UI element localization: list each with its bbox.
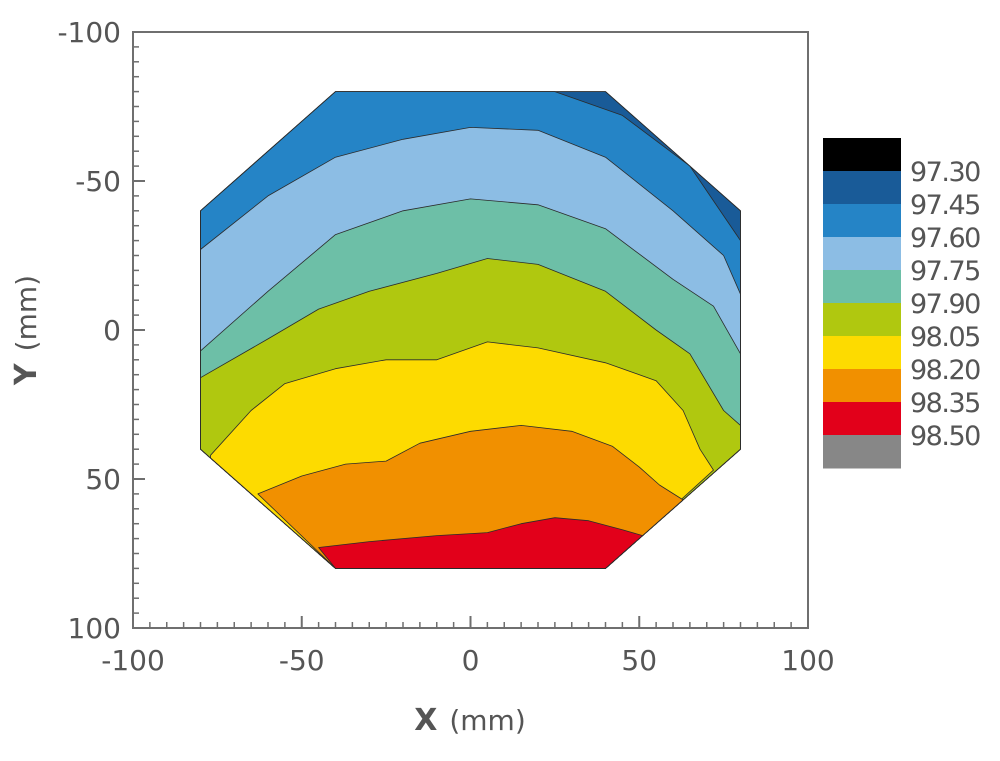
y-tick-label: -50 [75, 165, 121, 198]
x-axis-unit: (mm) [449, 704, 525, 737]
colorbar-swatch [823, 270, 901, 304]
colorbar-swatch [823, 303, 901, 337]
colorbar-level-label: 97.60 [910, 223, 980, 254]
colorbar-swatch [823, 204, 901, 238]
axis-ticks [132, 31, 809, 629]
y-axis-unit: (mm) [10, 275, 43, 351]
colorbar-swatch [823, 138, 901, 172]
colorbar-swatch [823, 402, 901, 436]
colorbar-level-label: 98.35 [910, 388, 980, 419]
y-tick-label: 0 [103, 314, 121, 347]
colorbar-level-label: 98.05 [910, 322, 980, 353]
contour-layer [200, 91, 741, 569]
y-tick-label: -100 [57, 16, 121, 49]
colorbar-level-label: 98.50 [910, 421, 980, 452]
colorbar-swatch [823, 171, 901, 205]
colorbar-swatch [823, 435, 901, 469]
colorbar-swatch [823, 237, 901, 271]
colorbar-swatch [823, 336, 901, 370]
wafer-outline-shape [200, 91, 741, 569]
colorbar-legend: 97.3097.4597.6097.7597.9098.0598.2098.35… [823, 138, 982, 469]
colorbar-level-label: 98.20 [910, 355, 980, 386]
x-tick-label: 100 [781, 644, 834, 677]
y-axis-label: Y (mm) [9, 275, 44, 386]
x-axis-title: X [414, 703, 437, 738]
x-tick-label: -50 [279, 644, 325, 677]
colorbar-swatch [823, 369, 901, 403]
y-axis-title: Y [9, 362, 44, 386]
colorbar-level-label: 97.90 [910, 289, 980, 320]
x-axis-label: X (mm) [414, 703, 526, 738]
y-tick-label: 50 [85, 463, 121, 496]
y-tick-label: 100 [68, 612, 121, 645]
colorbar-level-label: 97.75 [910, 256, 980, 287]
colorbar-level-label: 97.30 [910, 157, 980, 188]
colorbar-level-label: 97.45 [910, 190, 980, 221]
wafer-outline [200, 91, 741, 569]
x-tick-label: 50 [621, 644, 657, 677]
x-tick-label: 0 [462, 644, 480, 677]
x-tick-label: -100 [101, 644, 165, 677]
